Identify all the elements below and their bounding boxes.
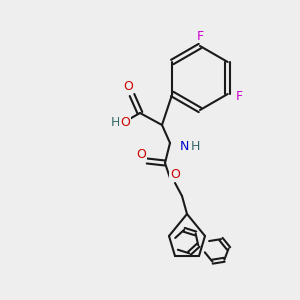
Text: F: F (236, 91, 243, 103)
Text: F: F (196, 29, 204, 43)
Text: O: O (170, 169, 180, 182)
Text: O: O (120, 116, 130, 128)
Text: H: H (110, 116, 120, 128)
Text: H: H (190, 140, 200, 152)
Text: O: O (136, 148, 146, 161)
Text: O: O (123, 80, 133, 92)
Text: N: N (179, 140, 189, 152)
